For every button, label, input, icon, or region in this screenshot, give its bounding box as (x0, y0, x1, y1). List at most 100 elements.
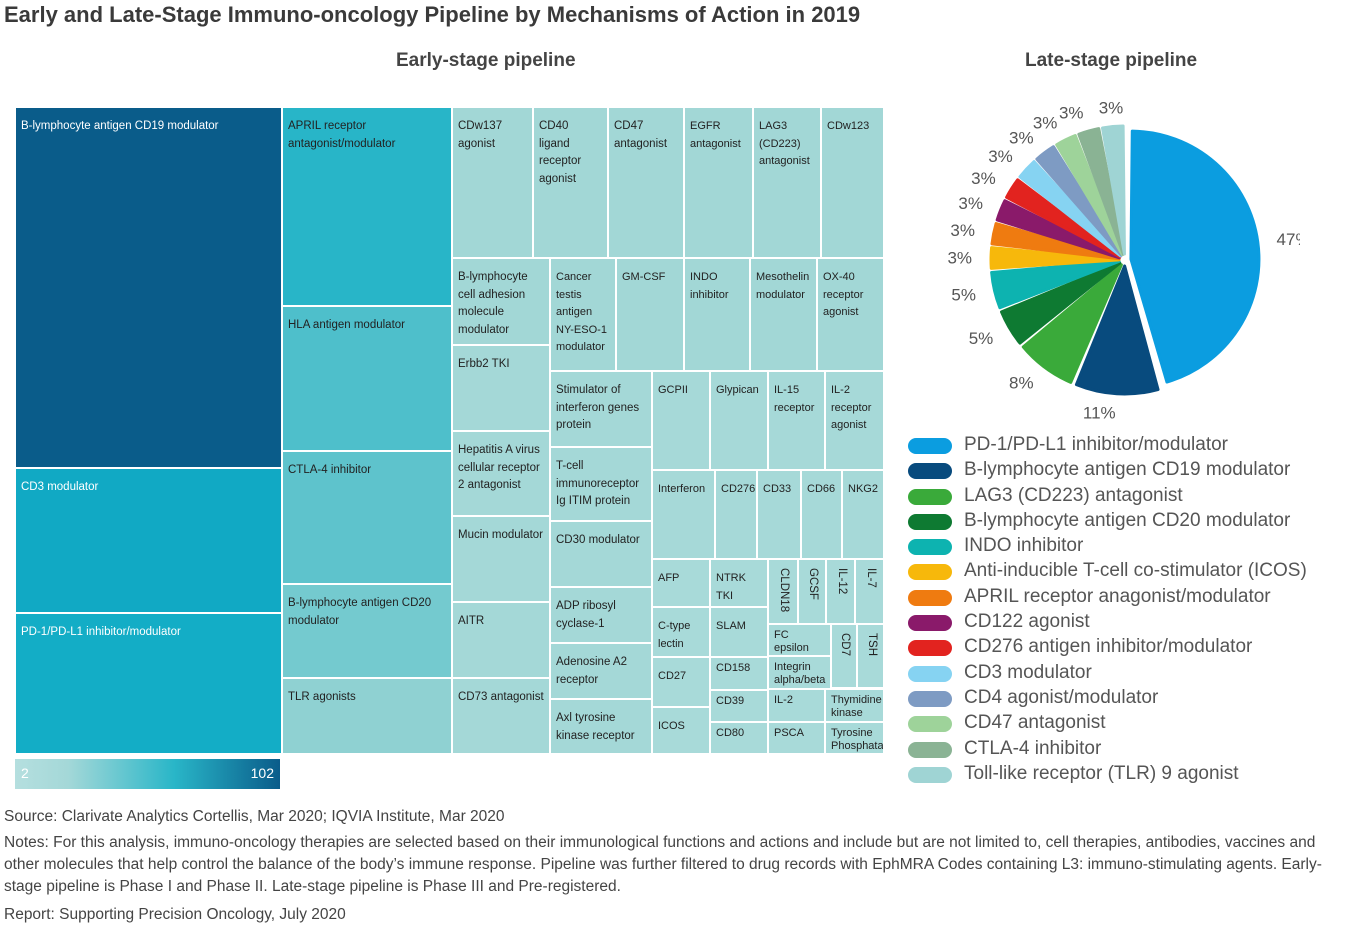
treemap-cell-label: Interferon (658, 483, 706, 495)
treemap-cell: SLAM (710, 607, 768, 657)
treemap-cell: CD27 (652, 657, 710, 707)
treemap-cell-label: IL-2 (774, 694, 793, 706)
treemap-cell-label: INDO inhibitor (690, 271, 729, 301)
treemap-cell-label: PSCA (774, 727, 804, 739)
treemap-cell: CD30 modulator (550, 521, 652, 587)
treemap-cell: B-lymphocyte cell adhesion molecule modu… (452, 258, 550, 345)
treemap-cell: IL-12 (826, 559, 855, 624)
treemap-cell-label: AFP (658, 572, 680, 584)
scale-min-label: 2 (21, 765, 29, 781)
legend-swatch (908, 615, 952, 632)
treemap-cell: AFP (652, 559, 710, 607)
treemap-cell-label: CD66 (807, 483, 836, 495)
treemap-cell: CD3 modulator (15, 468, 282, 613)
pie-slice (990, 222, 1121, 261)
treemap-cell-label: NKG2 (848, 483, 878, 495)
legend-swatch (908, 463, 952, 480)
treemap-cell: CD66 (801, 470, 842, 559)
treemap-cell: LAG3 (CD223) antagonist (753, 107, 821, 258)
legend-label: Toll-like receptor (TLR) 9 agonist (964, 762, 1239, 784)
pie-value-label: 47% (1277, 230, 1300, 249)
legend-label: CD4 agonist/modulator (964, 686, 1159, 708)
pie-slice (1021, 263, 1123, 384)
treemap-cell: HLA antigen modulator (282, 306, 452, 451)
treemap-cell: Thymidine kinase (825, 689, 884, 722)
treemap-cell-label: FC epsilon (774, 629, 809, 654)
treemap-cell-label: HLA antigen modulator (288, 319, 405, 331)
pie-slice (1074, 264, 1160, 396)
treemap-cell: ADP ribosyl cyclase-1 (550, 587, 652, 643)
legend-item: APRIL receptor anagonist/modulator (908, 586, 1348, 611)
treemap-cell-label: CD73 antagonist (458, 691, 544, 703)
treemap-cell-label: CD80 (716, 727, 745, 739)
legend-swatch (908, 741, 952, 758)
treemap-cell-label: CD3 modulator (21, 481, 99, 493)
treemap-cell-label: NTRK TKI (716, 572, 746, 602)
legend-label: LAG3 (CD223) antagonist (964, 484, 1183, 506)
treemap-cell-label: Glypican (716, 384, 759, 396)
late-stage-title: Late-stage pipeline (1025, 50, 1198, 71)
legend-swatch (908, 665, 952, 682)
legend-item: CD47 antagonist (908, 712, 1348, 737)
treemap-cell-label: CD40 ligand receptor agonist (539, 120, 582, 185)
pie-slice (1000, 261, 1122, 345)
treemap-cell: CD40 ligand receptor agonist (533, 107, 608, 258)
pie-value-label: 8% (1009, 374, 1034, 393)
treemap-cell: CD73 antagonist (452, 678, 550, 754)
treemap-cell: Mucin modulator (452, 516, 550, 602)
treemap-cell-label: APRIL receptor antagonist/modulator (288, 120, 396, 150)
legend-label: Anti-inducible T-cell co-stimulator (ICO… (964, 560, 1307, 582)
treemap-cell-label: CDw137 agonist (458, 120, 503, 150)
legend-item: CTLA-4 inhibitor (908, 738, 1348, 763)
treemap-cell-label: C-type lectin (658, 620, 691, 650)
pie-value-label: 3% (1009, 128, 1034, 147)
treemap-cell: Hepatitis A virus cellular receptor 2 an… (452, 431, 550, 516)
treemap-cell: TSH (857, 624, 884, 688)
treemap-cell-label: CD158 (716, 662, 751, 674)
pie-slice (1035, 145, 1123, 257)
treemap-cell: PSCA (768, 722, 825, 754)
treemap-cell: TLR agonists (282, 678, 452, 754)
treemap-cell-label: Adenosine A2 receptor (556, 656, 627, 686)
pie-slice (1100, 124, 1126, 256)
treemap-cell: ICOS (652, 707, 710, 754)
treemap-cell-label: AITR (458, 615, 485, 627)
legend-label: B-lymphocyte antigen CD20 modulator (964, 509, 1291, 531)
treemap-cell: NTRK TKI (710, 559, 768, 607)
pie-value-label: 5% (951, 286, 976, 305)
treemap-cell: B-lymphocyte antigen CD20 modulator (282, 584, 452, 678)
treemap-cell: Glypican (710, 371, 768, 470)
pie-value-label: 3% (950, 221, 975, 240)
treemap-cell: NKG2 (842, 470, 884, 559)
legend-swatch (908, 690, 952, 707)
treemap-cell: Cancer testis antigen NY-ESO-1 modulator (550, 258, 616, 371)
pie-value-label: 3% (988, 147, 1013, 166)
treemap-cell-label: Cancer testis antigen NY-ESO-1 modulator (556, 271, 607, 353)
treemap-cell: Adenosine A2 receptor (550, 643, 652, 699)
treemap-cell-label: Erbb2 TKI (458, 358, 510, 370)
late-stage-pie: 47%11%8%5%5%3%3%3%3%3%3%3%3%3% (947, 99, 1300, 423)
notes-text: Notes: For this analysis, immuno-oncolog… (4, 834, 1322, 895)
chart-title: Early and Late-Stage Immuno-oncology Pip… (4, 2, 861, 27)
treemap-cell: APRIL receptor antagonist/modulator (282, 107, 452, 306)
treemap-cell: IL-2 (768, 689, 825, 722)
pie-legend: PD-1/PD-L1 inhibitor/modulator B-lymphocy… (908, 434, 1348, 788)
treemap-cell-label: TLR agonists (288, 691, 356, 703)
legend-swatch (908, 513, 952, 530)
treemap-cell: Erbb2 TKI (452, 345, 550, 431)
treemap-cell-label: Thymidine kinase (831, 694, 882, 719)
pie-slice (1018, 160, 1123, 258)
treemap-cell-label: IL-15 receptor (774, 384, 815, 414)
early-stage-title: Early-stage pipeline (396, 50, 576, 71)
scale-max-label: 102 (250, 765, 274, 781)
treemap-cell: CD80 (710, 722, 768, 754)
pie-slice (995, 199, 1121, 260)
treemap-cell: T-cell immunoreceptor Ig ITIM protein (550, 447, 652, 521)
treemap-cell-label: IL-12 (835, 568, 848, 595)
treemap-cell: Tyrosine Phosphatase (825, 722, 884, 754)
treemap-cell: IL-15 receptor (768, 371, 825, 470)
treemap-cell: Interferon (652, 470, 715, 559)
legend-label: PD-1/PD-L1 inhibitor/modulator (964, 434, 1229, 455)
pie-value-label: 3% (971, 169, 996, 188)
legend-swatch (908, 766, 952, 783)
